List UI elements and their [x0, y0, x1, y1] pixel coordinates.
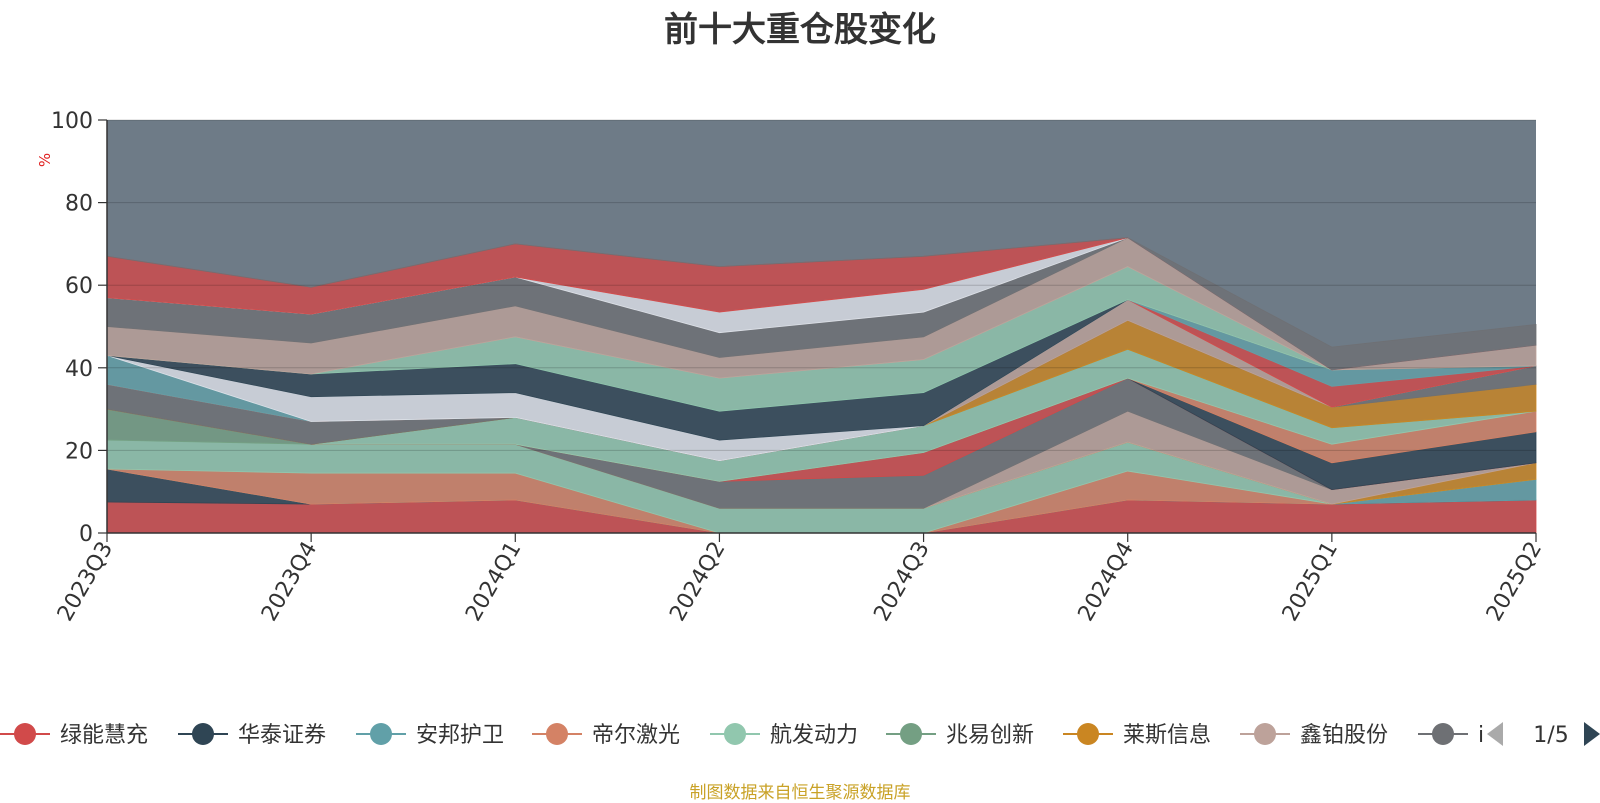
legend-label: 绿能慧充 [60, 723, 148, 748]
legend-item[interactable]: 航发动力 [710, 723, 858, 748]
legend-marker-icon [546, 723, 568, 745]
y-tick-label: 60 [65, 274, 93, 299]
chart-title: 前十大重仓股变化 [664, 10, 936, 50]
x-tick-label: 2024Q3 [869, 538, 934, 626]
area-series-27 [106, 237, 1537, 371]
legend-marker-icon [370, 723, 392, 745]
legend-item[interactable]: 兆易创新 [886, 723, 1034, 748]
legend-marker-icon [14, 723, 36, 745]
legend-item[interactable]: 帝尔激光 [532, 723, 680, 748]
legend-page-indicator: 1/5 [1533, 723, 1568, 748]
series-areas [106, 120, 1537, 534]
legend-marker-icon [192, 723, 214, 745]
legend-prev-page-icon[interactable] [1487, 722, 1503, 746]
legend-item[interactable]: 华泰证券 [178, 723, 326, 748]
x-tick-label: 2025Q2 [1482, 538, 1547, 626]
legend-label: i [1478, 723, 1484, 748]
legend-label: 华泰证券 [238, 723, 326, 748]
legend-label: 鑫铂股份 [1300, 723, 1388, 748]
legend-next-page-icon[interactable] [1584, 722, 1600, 746]
x-tick-label: 2025Q1 [1278, 538, 1343, 626]
legend-marker-icon [1432, 723, 1454, 745]
y-tick-label: 0 [79, 522, 93, 547]
source-note: 制图数据来自恒生聚源数据库 [689, 783, 911, 803]
legend-item[interactable]: i [1418, 723, 1484, 748]
legend-item[interactable]: 鑫铂股份 [1240, 723, 1388, 748]
legend[interactable]: 绿能慧充 华泰证券 安邦护卫 帝尔激光 航发动力 兆易创新 莱斯信息 鑫铂股份 i 1/5 [0, 710, 1600, 760]
x-tick-label: 2024Q1 [461, 538, 526, 626]
x-tick-label: 2024Q2 [665, 538, 730, 626]
legend-marker-icon [1077, 723, 1099, 745]
legend-label: 莱斯信息 [1123, 723, 1211, 748]
y-tick-label: 80 [65, 192, 93, 217]
x-tick-label: 2024Q4 [1074, 538, 1139, 626]
legend-item[interactable]: 安邦护卫 [356, 723, 504, 748]
legend-marker-icon [900, 723, 922, 745]
x-tick-label: 2023Q3 [53, 538, 118, 626]
y-tick-label: 20 [65, 439, 93, 464]
y-tick-label: 40 [65, 357, 93, 382]
legend-marker-icon [1254, 723, 1276, 745]
legend-label: 帝尔激光 [592, 723, 680, 748]
y-tick-label: 100 [51, 109, 93, 134]
legend-label: 安邦护卫 [416, 723, 504, 748]
y-axis-label: % [36, 153, 54, 167]
x-tick-label: 2023Q4 [257, 538, 322, 626]
legend-item[interactable]: 莱斯信息 [1063, 723, 1211, 748]
legend-label: 兆易创新 [946, 723, 1034, 748]
legend-marker-icon [724, 723, 746, 745]
legend-pager-background [1484, 710, 1600, 760]
legend-label: 航发动力 [770, 723, 858, 748]
legend-item[interactable]: 绿能慧充 [0, 723, 148, 748]
